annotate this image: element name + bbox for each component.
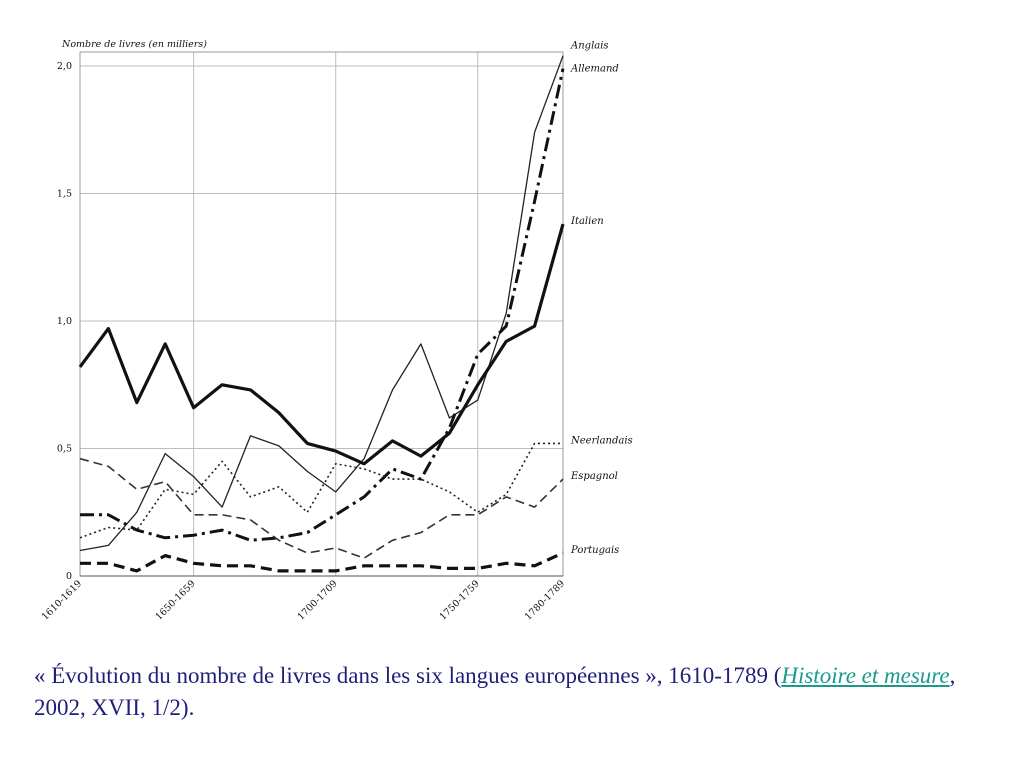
source-link[interactable]: Histoire et mesure [781,663,950,688]
series-line-espagnol [79,457,564,559]
series-label-allemand: Allemand [570,64,619,75]
figure-caption: « Évolution du nombre de livres dans les… [34,660,994,724]
book-count-line-chart: Nombre de livres (en milliers) 0 0,5 1,0 1,… [40,39,633,623]
caption-text-start: « Évolution du nombre de livres dans les… [34,663,782,688]
y-axis-ticks: 0 0,5 1,0 1,5 2,0 [57,61,72,582]
series-label-italien: Italien [570,216,604,227]
y-tick-label: 1,0 [57,316,72,327]
x-tick-label: 1750-1759 [438,578,482,622]
series-line-allemand [80,68,565,542]
series-label-portugais: Portugais [570,545,619,556]
y-tick-label: 2,0 [57,61,72,72]
series-line-italien [78,223,565,466]
x-tick-label: 1650-1659 [154,578,198,622]
caption-text-end: , 2002, XVII, 1/2). [34,663,956,720]
series-labels: Anglais Allemand Italien Neerlandais Espagno… [570,40,633,556]
series-line-anglais [79,55,564,552]
chart-grid [79,51,564,577]
series-label-anglais: Anglais [570,40,609,51]
series-line-portugais [80,551,564,573]
y-axis-label: Nombre de livres (en milliers) [61,39,207,50]
series-line-neerlandais [79,442,563,539]
plot-frame [79,51,564,577]
x-tick-label: 1700-1709 [296,578,340,622]
series-label-neerlandais: Neerlandais [570,435,633,446]
y-tick-label: 0,5 [57,444,72,455]
x-tick-label: 1610-1619 [40,578,84,622]
series-lines [78,55,565,573]
y-tick-label: 0 [66,571,72,582]
x-axis-ticks: 1610-1619 1650-1659 1700-1709 1750-1759 1780… [40,578,567,622]
x-tick-label: 1780-1789 [523,578,567,622]
series-label-espagnol: Espagnol [570,471,618,482]
y-tick-label: 1,5 [57,189,72,200]
